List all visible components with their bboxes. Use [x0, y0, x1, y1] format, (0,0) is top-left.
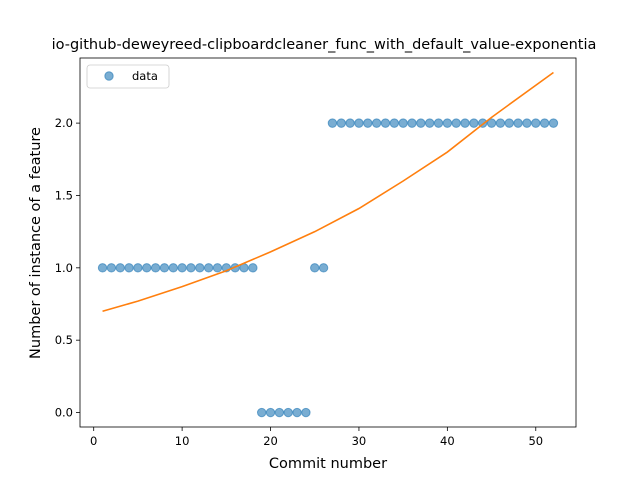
- data-point: [424, 118, 435, 128]
- data-point: [301, 407, 311, 418]
- data-point: [195, 263, 205, 273]
- data-point: [548, 118, 559, 128]
- data-point: [256, 407, 267, 418]
- data-point: [124, 263, 134, 273]
- data-point: [283, 407, 293, 418]
- y-tick-label: 1.5: [55, 188, 73, 202]
- data-point: [186, 263, 196, 273]
- data-point: [371, 118, 382, 128]
- x-tick-label: 20: [263, 434, 278, 448]
- x-tick-label: 10: [175, 434, 190, 448]
- x-tick-label: 0: [90, 434, 97, 448]
- legend-label: data: [132, 69, 158, 83]
- legend-marker: [104, 71, 114, 81]
- data-point: [522, 118, 532, 128]
- data-point: [354, 118, 364, 128]
- data-point: [150, 263, 161, 273]
- y-tick-label: 2.0: [55, 116, 73, 130]
- plot-area: 0 10 20 30 40 50 0.0 0.5 1.0 1.5 2.0: [55, 57, 577, 448]
- data-point: [469, 118, 479, 128]
- data-point: [265, 407, 276, 418]
- data-point: [336, 118, 346, 128]
- data-point: [363, 118, 373, 128]
- data-point: [177, 263, 187, 273]
- data-point: [416, 118, 426, 128]
- data-point: [451, 118, 461, 128]
- data-point: [433, 118, 444, 128]
- data-point: [327, 118, 338, 128]
- y-tick-label: 0.0: [55, 406, 73, 420]
- data-point: [115, 263, 125, 273]
- data-point: [504, 118, 514, 128]
- fit-line: [102, 71, 554, 313]
- data-point: [513, 118, 523, 128]
- data-point: [248, 263, 258, 273]
- data-point: [274, 407, 285, 418]
- data-point: [318, 263, 329, 273]
- y-tick-label: 1.0: [55, 261, 73, 275]
- x-tick-label: 40: [440, 434, 455, 448]
- x-tick-label: 30: [352, 434, 367, 448]
- data-point: [389, 118, 400, 128]
- x-axis-label: Commit number: [269, 456, 387, 472]
- data-point: [106, 263, 117, 273]
- data-point: [345, 118, 355, 128]
- data-point: [460, 118, 470, 128]
- data-point: [310, 263, 320, 273]
- legend-box: [86, 64, 170, 89]
- data-point: [380, 118, 391, 128]
- data-point: [495, 118, 506, 128]
- data-point: [292, 407, 302, 418]
- y-axis-label: Number of instance of a feature: [28, 127, 44, 359]
- data-point: [97, 263, 108, 273]
- data-point: [539, 118, 550, 128]
- data-point: [212, 263, 223, 273]
- data-point: [442, 118, 453, 128]
- axes-frame: [79, 57, 577, 428]
- data-point: [159, 263, 170, 273]
- y-tick-label: 0.5: [55, 333, 73, 347]
- data-point: [531, 118, 541, 128]
- data-point: [407, 118, 417, 128]
- chart-title: io-github-deweyreed-clipboardcleaner_fun…: [52, 37, 597, 53]
- data-point: [142, 263, 152, 273]
- data-point: [133, 263, 143, 273]
- legend: data: [86, 64, 170, 89]
- data-point: [203, 263, 214, 273]
- x-tick-label: 50: [528, 434, 543, 448]
- data-point: [168, 263, 178, 273]
- data-point: [398, 118, 408, 128]
